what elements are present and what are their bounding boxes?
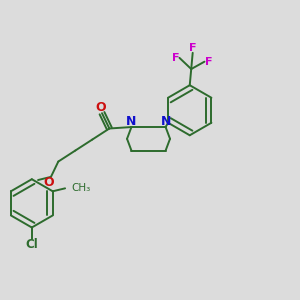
Text: O: O	[44, 176, 55, 189]
Text: F: F	[189, 43, 196, 53]
Text: Cl: Cl	[26, 238, 38, 251]
Text: F: F	[172, 53, 179, 63]
Text: N: N	[126, 115, 136, 128]
Text: CH₃: CH₃	[72, 183, 91, 193]
Text: N: N	[160, 115, 171, 128]
Text: O: O	[96, 101, 106, 114]
Text: F: F	[205, 57, 212, 67]
